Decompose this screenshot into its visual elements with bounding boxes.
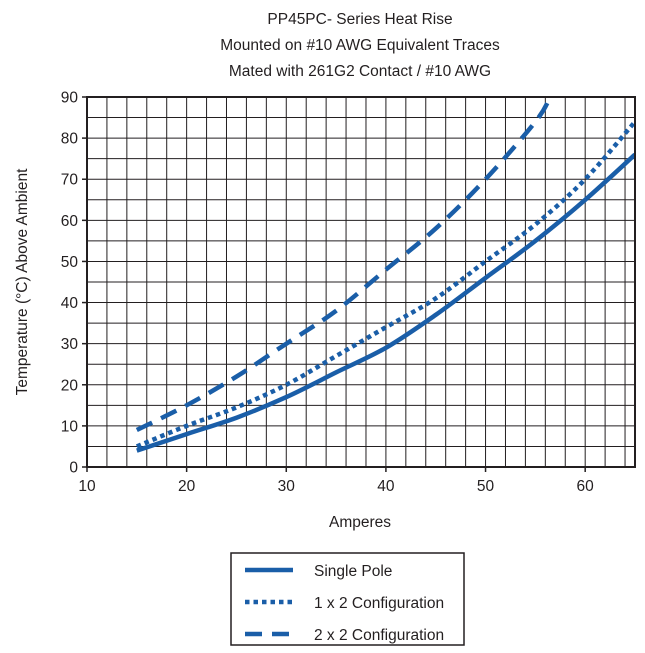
- y-tick-label: 60: [61, 213, 79, 230]
- y-tick-label: 10: [61, 418, 79, 435]
- y-tick-label: 40: [61, 295, 79, 312]
- y-tick-label: 0: [69, 460, 78, 477]
- legend-label-single-pole: Single Pole: [314, 563, 392, 580]
- legend-label-2x2: 2 x 2 Configuration: [314, 627, 444, 644]
- chart-title-line-1: PP45PC- Series Heat Rise: [267, 11, 452, 28]
- x-axis-label: Amperes: [329, 514, 391, 531]
- chart-title-line-3: Mated with 261G2 Contact / #10 AWG: [229, 63, 491, 80]
- x-tick-label: 10: [78, 478, 96, 495]
- y-tick-label: 30: [61, 336, 79, 353]
- plot-series: [135, 97, 635, 453]
- x-tick-label: 30: [278, 478, 296, 495]
- chart-legend: Single Pole 1 x 2 Configuration 2 x 2 Co…: [230, 552, 465, 646]
- x-tick-label: 20: [178, 478, 196, 495]
- y-tick-label: 90: [61, 90, 79, 107]
- plot-grid: [86, 96, 635, 468]
- x-tick-label: 40: [377, 478, 395, 495]
- legend-label-1x2: 1 x 2 Configuration: [314, 595, 444, 612]
- y-tick-label: 20: [61, 377, 79, 394]
- x-tick-label: 50: [477, 478, 495, 495]
- series-line-0: [136, 152, 635, 453]
- y-axis-label: Temperature (°C) Above Ambient: [14, 168, 31, 395]
- y-tick-label: 80: [61, 131, 79, 148]
- plot-frame: [86, 96, 636, 468]
- chart-title: PP45PC- Series Heat Rise Mounted on #10 …: [220, 11, 500, 80]
- series-line-2: [135, 97, 553, 433]
- chart-title-line-2: Mounted on #10 AWG Equivalent Traces: [220, 37, 500, 54]
- x-tick-label: 60: [577, 478, 595, 495]
- y-tick-label: 70: [61, 172, 79, 189]
- y-tick-label: 50: [61, 254, 79, 271]
- series-line-1: [135, 120, 635, 449]
